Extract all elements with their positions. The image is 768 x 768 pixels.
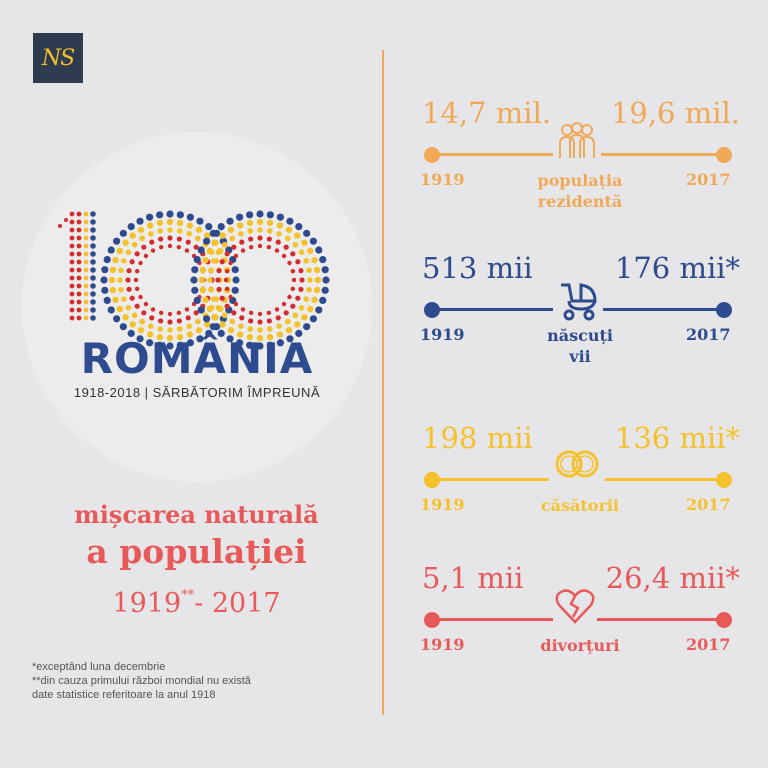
stat-label-line1: divorțuri (540, 636, 620, 655)
stat-dot-end (716, 302, 732, 318)
centenary-100-emblem (58, 210, 330, 350)
years-footnote-mark: ** (181, 588, 195, 603)
stat-from-value: 14,7 mil. (422, 96, 552, 130)
stat-from-year: 1919 (420, 325, 465, 344)
vertical-divider (382, 50, 384, 715)
people-icon (553, 122, 601, 166)
stat-dot-end (716, 472, 732, 488)
stat-from-year: 1919 (420, 635, 465, 654)
stat-label: căsătorii (520, 495, 640, 516)
years-start: 1919 (112, 588, 182, 619)
stat-to-year: 2017 (686, 170, 731, 189)
years-end: - 2017 (194, 588, 281, 619)
stat-dot-start (424, 612, 440, 628)
stat-to-year: 2017 (686, 325, 731, 344)
stat-label: populația rezidentă (520, 170, 640, 212)
baby-carriage-icon (553, 277, 603, 327)
stat-from-value: 5,1 mii (422, 561, 524, 595)
footnote-1: *exceptând luna decembrie (32, 661, 166, 673)
stat-from-value: 198 mii (422, 421, 533, 455)
stat-to-year: 2017 (686, 635, 731, 654)
emblem-subtitle: 1918-2018 | SĂRBĂTORIM ÎMPREUNĂ (73, 385, 321, 400)
stat-to-value: 19,6 mil. (610, 96, 740, 130)
emblem-circle (22, 132, 372, 482)
wedding-rings-icon (549, 447, 605, 485)
footnote-2: **din cauza primului război mondial nu e… (32, 675, 251, 687)
stat-label-line1: născuți (547, 326, 613, 345)
stat-label-line1: populația (537, 171, 623, 190)
title-line1: mișcarea naturală (74, 500, 319, 529)
stat-to-value: 176 mii* (614, 251, 740, 285)
ns-logo-text: NS (41, 45, 75, 71)
stat-from-value: 513 mii (422, 251, 533, 285)
footnotes: *exceptând luna decembrie **din cauza pr… (32, 660, 362, 702)
stat-from-year: 1919 (420, 495, 465, 514)
stat-to-year: 2017 (686, 495, 731, 514)
broken-heart-icon (553, 587, 597, 629)
stat-label-line1: căsătorii (540, 496, 620, 515)
stat-to-value: 136 mii* (614, 421, 740, 455)
stat-dot-start (424, 147, 440, 163)
stat-label: divorțuri (520, 635, 640, 656)
stat-to-value: 26,4 mii* (605, 561, 740, 595)
stat-dot-end (716, 147, 732, 163)
stat-label: născuți vii (520, 325, 640, 367)
emblem-word: ROMÂNIA (80, 334, 314, 383)
title-line2: a populației (86, 532, 307, 571)
ns-logo: NS (33, 33, 83, 83)
title-years: 1919**- 2017 (0, 588, 393, 619)
stat-dot-start (424, 472, 440, 488)
stat-label-line2: vii (569, 347, 591, 366)
stat-dot-start (424, 302, 440, 318)
stat-dot-end (716, 612, 732, 628)
stat-from-year: 1919 (420, 170, 465, 189)
footnote-3: date statistice referitoare la anul 1918 (32, 689, 216, 701)
stat-label-line2: rezidentă (537, 192, 623, 211)
